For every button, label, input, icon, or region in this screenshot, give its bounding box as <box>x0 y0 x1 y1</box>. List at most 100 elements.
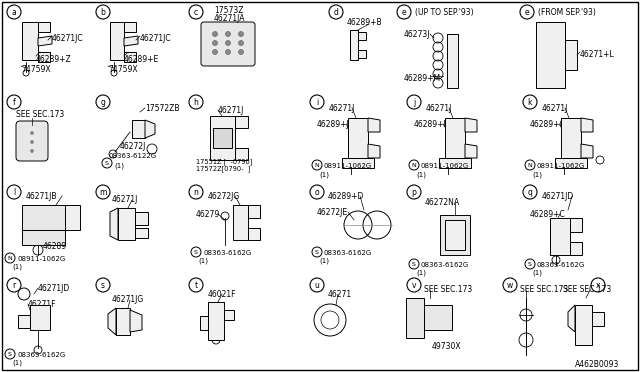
Polygon shape <box>65 205 80 230</box>
Circle shape <box>428 308 436 316</box>
Polygon shape <box>358 50 366 58</box>
Text: l: l <box>13 187 15 196</box>
FancyBboxPatch shape <box>16 121 48 161</box>
Text: 17572Z[0790-  ]: 17572Z[0790- ] <box>196 165 250 172</box>
Polygon shape <box>581 144 593 158</box>
Polygon shape <box>208 302 224 340</box>
Circle shape <box>440 308 448 316</box>
Text: (UP TO SEP.'93): (UP TO SEP.'93) <box>415 8 474 17</box>
Text: g: g <box>100 97 106 106</box>
Polygon shape <box>235 148 248 160</box>
Text: 46272J: 46272J <box>120 142 147 151</box>
Text: 46289+F: 46289+F <box>414 120 449 129</box>
Text: S: S <box>528 262 532 266</box>
Text: s: s <box>101 280 105 289</box>
Text: N: N <box>8 256 12 260</box>
Polygon shape <box>555 158 587 168</box>
Circle shape <box>212 32 218 36</box>
Text: (1): (1) <box>114 162 124 169</box>
Polygon shape <box>570 218 582 232</box>
Text: 46289+E: 46289+E <box>124 55 159 64</box>
Circle shape <box>40 214 47 221</box>
Text: k: k <box>528 97 532 106</box>
Circle shape <box>239 41 243 45</box>
Circle shape <box>554 72 560 78</box>
Circle shape <box>239 32 243 36</box>
Text: 46289+M: 46289+M <box>404 74 441 83</box>
Polygon shape <box>550 218 570 255</box>
Text: (FROM SEP.'93): (FROM SEP.'93) <box>538 8 596 17</box>
Polygon shape <box>565 40 577 70</box>
FancyBboxPatch shape <box>201 22 255 66</box>
Text: e: e <box>525 7 529 16</box>
Text: 46279: 46279 <box>196 210 220 219</box>
Text: 46271JC: 46271JC <box>52 34 84 43</box>
Text: e: e <box>402 7 406 16</box>
Text: 49730X: 49730X <box>432 342 461 351</box>
Text: 46289+D: 46289+D <box>328 192 364 201</box>
Polygon shape <box>248 205 260 218</box>
Polygon shape <box>440 215 470 255</box>
Text: 46271+L: 46271+L <box>580 50 615 59</box>
Circle shape <box>541 63 547 69</box>
Text: 46021F: 46021F <box>208 290 237 299</box>
Polygon shape <box>38 52 50 62</box>
Circle shape <box>52 214 60 221</box>
Polygon shape <box>536 22 565 88</box>
Text: 08363-6162G: 08363-6162G <box>17 352 65 358</box>
Text: 46289: 46289 <box>43 242 67 251</box>
Circle shape <box>225 32 230 36</box>
Text: 08363-6122G: 08363-6122G <box>108 153 156 159</box>
Circle shape <box>541 27 547 33</box>
Polygon shape <box>145 120 155 138</box>
Text: 08363-6162G: 08363-6162G <box>421 262 469 268</box>
Polygon shape <box>124 22 136 32</box>
Circle shape <box>554 36 560 42</box>
Circle shape <box>541 72 547 78</box>
Polygon shape <box>135 228 148 238</box>
Text: 08911-1062G: 08911-1062G <box>17 256 65 262</box>
Text: (1): (1) <box>416 171 426 177</box>
Polygon shape <box>130 310 142 332</box>
Text: i: i <box>316 97 318 106</box>
Text: p: p <box>412 187 417 196</box>
Text: q: q <box>527 187 532 196</box>
Polygon shape <box>110 208 118 240</box>
Text: h: h <box>193 97 198 106</box>
Polygon shape <box>575 305 592 345</box>
Text: 08363-6162G: 08363-6162G <box>324 250 372 256</box>
Text: N: N <box>412 163 417 167</box>
Text: a: a <box>12 7 17 16</box>
Text: 46271J: 46271J <box>542 104 568 113</box>
Circle shape <box>225 41 230 45</box>
Text: 08363-6162G: 08363-6162G <box>203 250 252 256</box>
Text: SEE SEC.173: SEE SEC.173 <box>563 285 611 294</box>
Text: (1): (1) <box>198 258 208 264</box>
Text: SEE SEC.173: SEE SEC.173 <box>520 285 568 294</box>
Text: (1): (1) <box>532 270 542 276</box>
Text: t: t <box>195 280 198 289</box>
Text: 46271JB: 46271JB <box>26 192 58 201</box>
Polygon shape <box>22 205 65 230</box>
Polygon shape <box>22 22 38 60</box>
Text: 17551Z [  -0790]: 17551Z [ -0790] <box>196 158 252 165</box>
Text: 46271JA: 46271JA <box>214 14 246 23</box>
Polygon shape <box>210 116 235 160</box>
Text: 74759X: 74759X <box>108 65 138 74</box>
Text: 46271J: 46271J <box>426 104 452 113</box>
Text: 74759X: 74759X <box>21 65 51 74</box>
Text: v: v <box>412 280 416 289</box>
Text: 46271JG: 46271JG <box>112 295 144 304</box>
Polygon shape <box>439 158 471 168</box>
Circle shape <box>554 54 560 60</box>
Circle shape <box>554 45 560 51</box>
Polygon shape <box>233 205 248 240</box>
Text: 46271JD: 46271JD <box>542 192 574 201</box>
Polygon shape <box>213 128 232 148</box>
Polygon shape <box>465 144 477 158</box>
Text: N: N <box>527 163 532 167</box>
Text: 46289+J: 46289+J <box>317 120 349 129</box>
Text: (1): (1) <box>319 171 329 177</box>
Bar <box>424 305 452 330</box>
Circle shape <box>554 63 560 69</box>
